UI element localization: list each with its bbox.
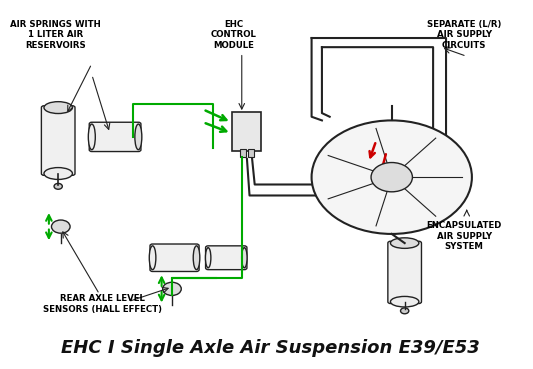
Ellipse shape [135,124,142,150]
Text: EHC I Single Axle Air Suspension E39/E53: EHC I Single Axle Air Suspension E39/E53 [61,339,480,356]
Text: EHC
CONTROL
MODULE: EHC CONTROL MODULE [211,20,257,49]
Ellipse shape [149,246,156,270]
Bar [248,149,254,157]
FancyBboxPatch shape [89,122,141,152]
Ellipse shape [44,168,72,179]
FancyBboxPatch shape [206,246,247,270]
Ellipse shape [391,296,419,307]
Ellipse shape [44,102,72,114]
Circle shape [52,220,70,233]
FancyBboxPatch shape [388,241,422,304]
Text: REAR AXLE LEVEL
SENSORS (HALL EFFECT): REAR AXLE LEVEL SENSORS (HALL EFFECT) [43,294,161,314]
Ellipse shape [88,124,95,150]
Text: SEPARATE (L/R)
AIR SUPPLY
CIRCUITS: SEPARATE (L/R) AIR SUPPLY CIRCUITS [427,20,502,49]
Ellipse shape [205,248,211,268]
FancyBboxPatch shape [150,244,199,272]
FancyBboxPatch shape [42,106,75,175]
Ellipse shape [193,246,200,270]
Ellipse shape [241,248,247,268]
Text: ENCAPSULATED
AIR SUPPLY
SYSTEM: ENCAPSULATED AIR SUPPLY SYSTEM [426,221,502,251]
Circle shape [312,120,472,234]
FancyBboxPatch shape [232,112,261,151]
Circle shape [163,282,181,296]
Text: AIR SPRINGS WITH
1 LITER AIR
RESERVOIRS: AIR SPRINGS WITH 1 LITER AIR RESERVOIRS [10,20,101,49]
Circle shape [54,183,62,189]
Bar [240,149,246,157]
Ellipse shape [391,238,419,248]
Circle shape [371,162,413,192]
Circle shape [400,308,409,314]
